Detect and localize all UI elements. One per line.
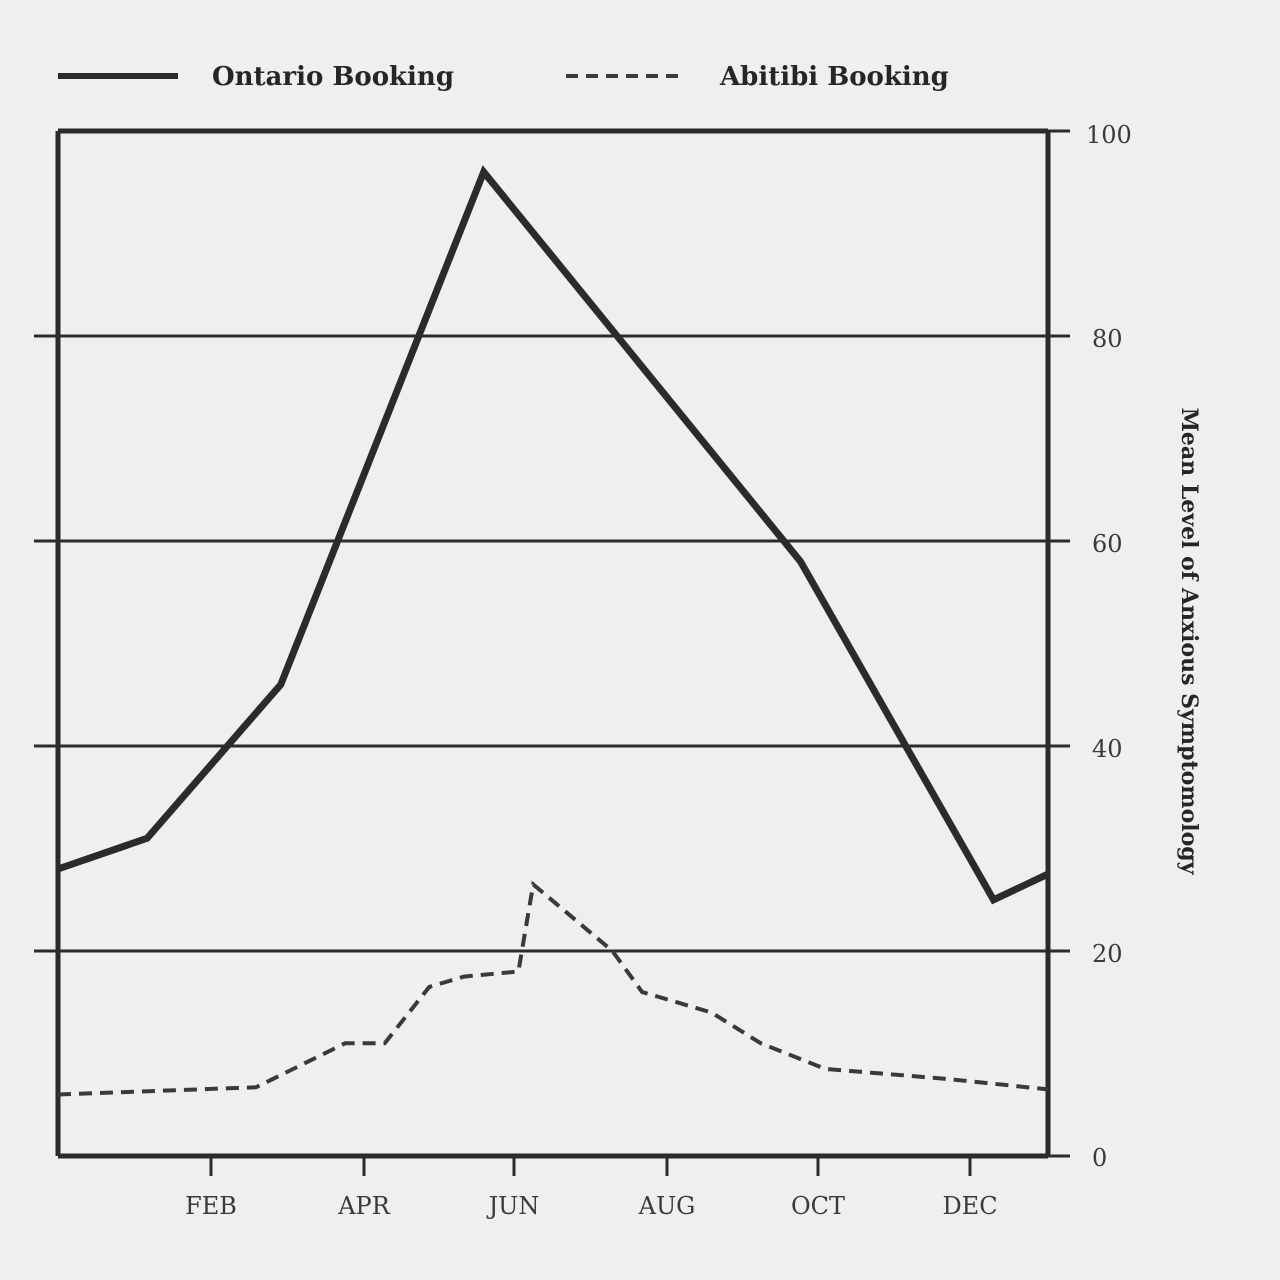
grid	[34, 334, 1070, 953]
legend: Ontario Booking Abitibi Booking	[58, 62, 949, 92]
legend-label-abitibi: Abitibi Booking	[719, 62, 949, 92]
y-tick-label: 20	[1092, 940, 1123, 968]
y-tick-label: 80	[1092, 325, 1123, 353]
y-tick-label: 60	[1092, 530, 1123, 558]
x-tick-label: AUG	[638, 1192, 696, 1220]
x-tick-label: APR	[337, 1192, 390, 1220]
y-tick-label: 40	[1092, 735, 1123, 763]
y-axis: 100 80 60 40 20 0	[1048, 121, 1132, 1172]
x-tick-label: DEC	[942, 1192, 997, 1220]
y-tick-label: 0	[1092, 1144, 1107, 1172]
x-tick-label: JUN	[486, 1192, 540, 1220]
x-tick-label: OCT	[791, 1192, 845, 1220]
plot-frame	[55, 128, 1051, 1159]
x-axis: FEB APR JUN AUG OCT DEC	[185, 1156, 998, 1220]
y-axis-title: Mean Level of Anxious Symptomology	[1176, 408, 1202, 876]
y-tick-label: 100	[1086, 121, 1132, 149]
legend-label-ontario: Ontario Booking	[212, 62, 454, 92]
series-line-abitibi	[57, 880, 1049, 1097]
series-line-ontario	[56, 165, 1050, 905]
x-tick-label: FEB	[185, 1192, 237, 1220]
